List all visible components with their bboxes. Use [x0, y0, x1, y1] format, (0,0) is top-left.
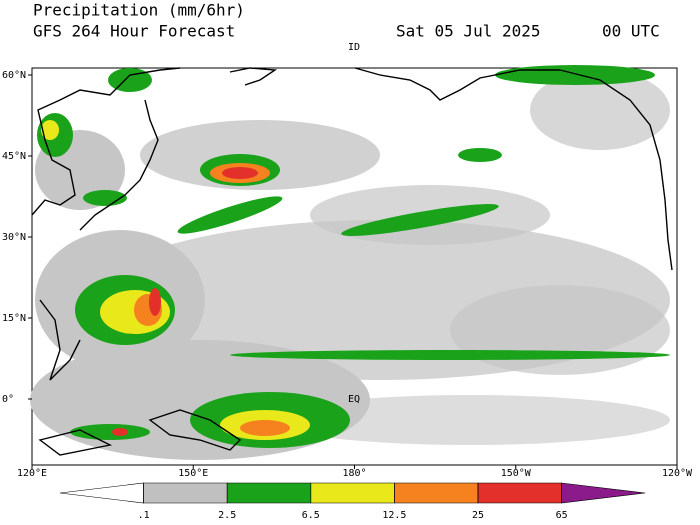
lat-label: 15°N — [2, 313, 26, 324]
colorbar-label: 65 — [556, 510, 568, 521]
coastlines — [31, 67, 673, 456]
colorbar-label: 25 — [472, 510, 484, 521]
time-label: 00 UTC — [602, 22, 660, 41]
colorbar-segment — [226, 482, 312, 504]
lon-label: 180° — [342, 468, 366, 479]
lon-label: 150°W — [501, 468, 532, 479]
colorbar: .1 2.5 6.5 12.5 25 65 — [59, 482, 646, 521]
colorbar-segment — [59, 482, 144, 504]
colorbar-segment — [143, 482, 228, 504]
title: Precipitation (mm/6hr) — [33, 1, 245, 20]
colorbar-label: .1 — [138, 510, 150, 521]
colorbar-label: 2.5 — [218, 510, 236, 521]
colorbar-segment — [310, 482, 395, 504]
dateline-label: ID — [348, 42, 360, 53]
lat-label: 60°N — [2, 70, 26, 81]
lat-label: 0° — [2, 394, 14, 405]
colorbar-segment — [394, 482, 479, 504]
model-label: GFS 264 Hour Forecast — [33, 22, 235, 41]
lat-label: 30°N — [2, 232, 26, 243]
precip-field — [30, 65, 670, 460]
lon-label: 120°W — [662, 468, 693, 479]
colorbar-label: 6.5 — [302, 510, 320, 521]
map-area — [30, 65, 678, 466]
lon-label: 120°E — [17, 468, 47, 479]
colorbar-segment — [477, 482, 562, 504]
equator-label: EQ — [348, 394, 360, 405]
date-label: Sat 05 Jul 2025 — [396, 22, 541, 41]
colorbar-segment — [561, 482, 646, 504]
lat-label: 45°N — [2, 151, 26, 162]
colorbar-label: 12.5 — [382, 510, 406, 521]
lon-label: 150°E — [178, 468, 208, 479]
